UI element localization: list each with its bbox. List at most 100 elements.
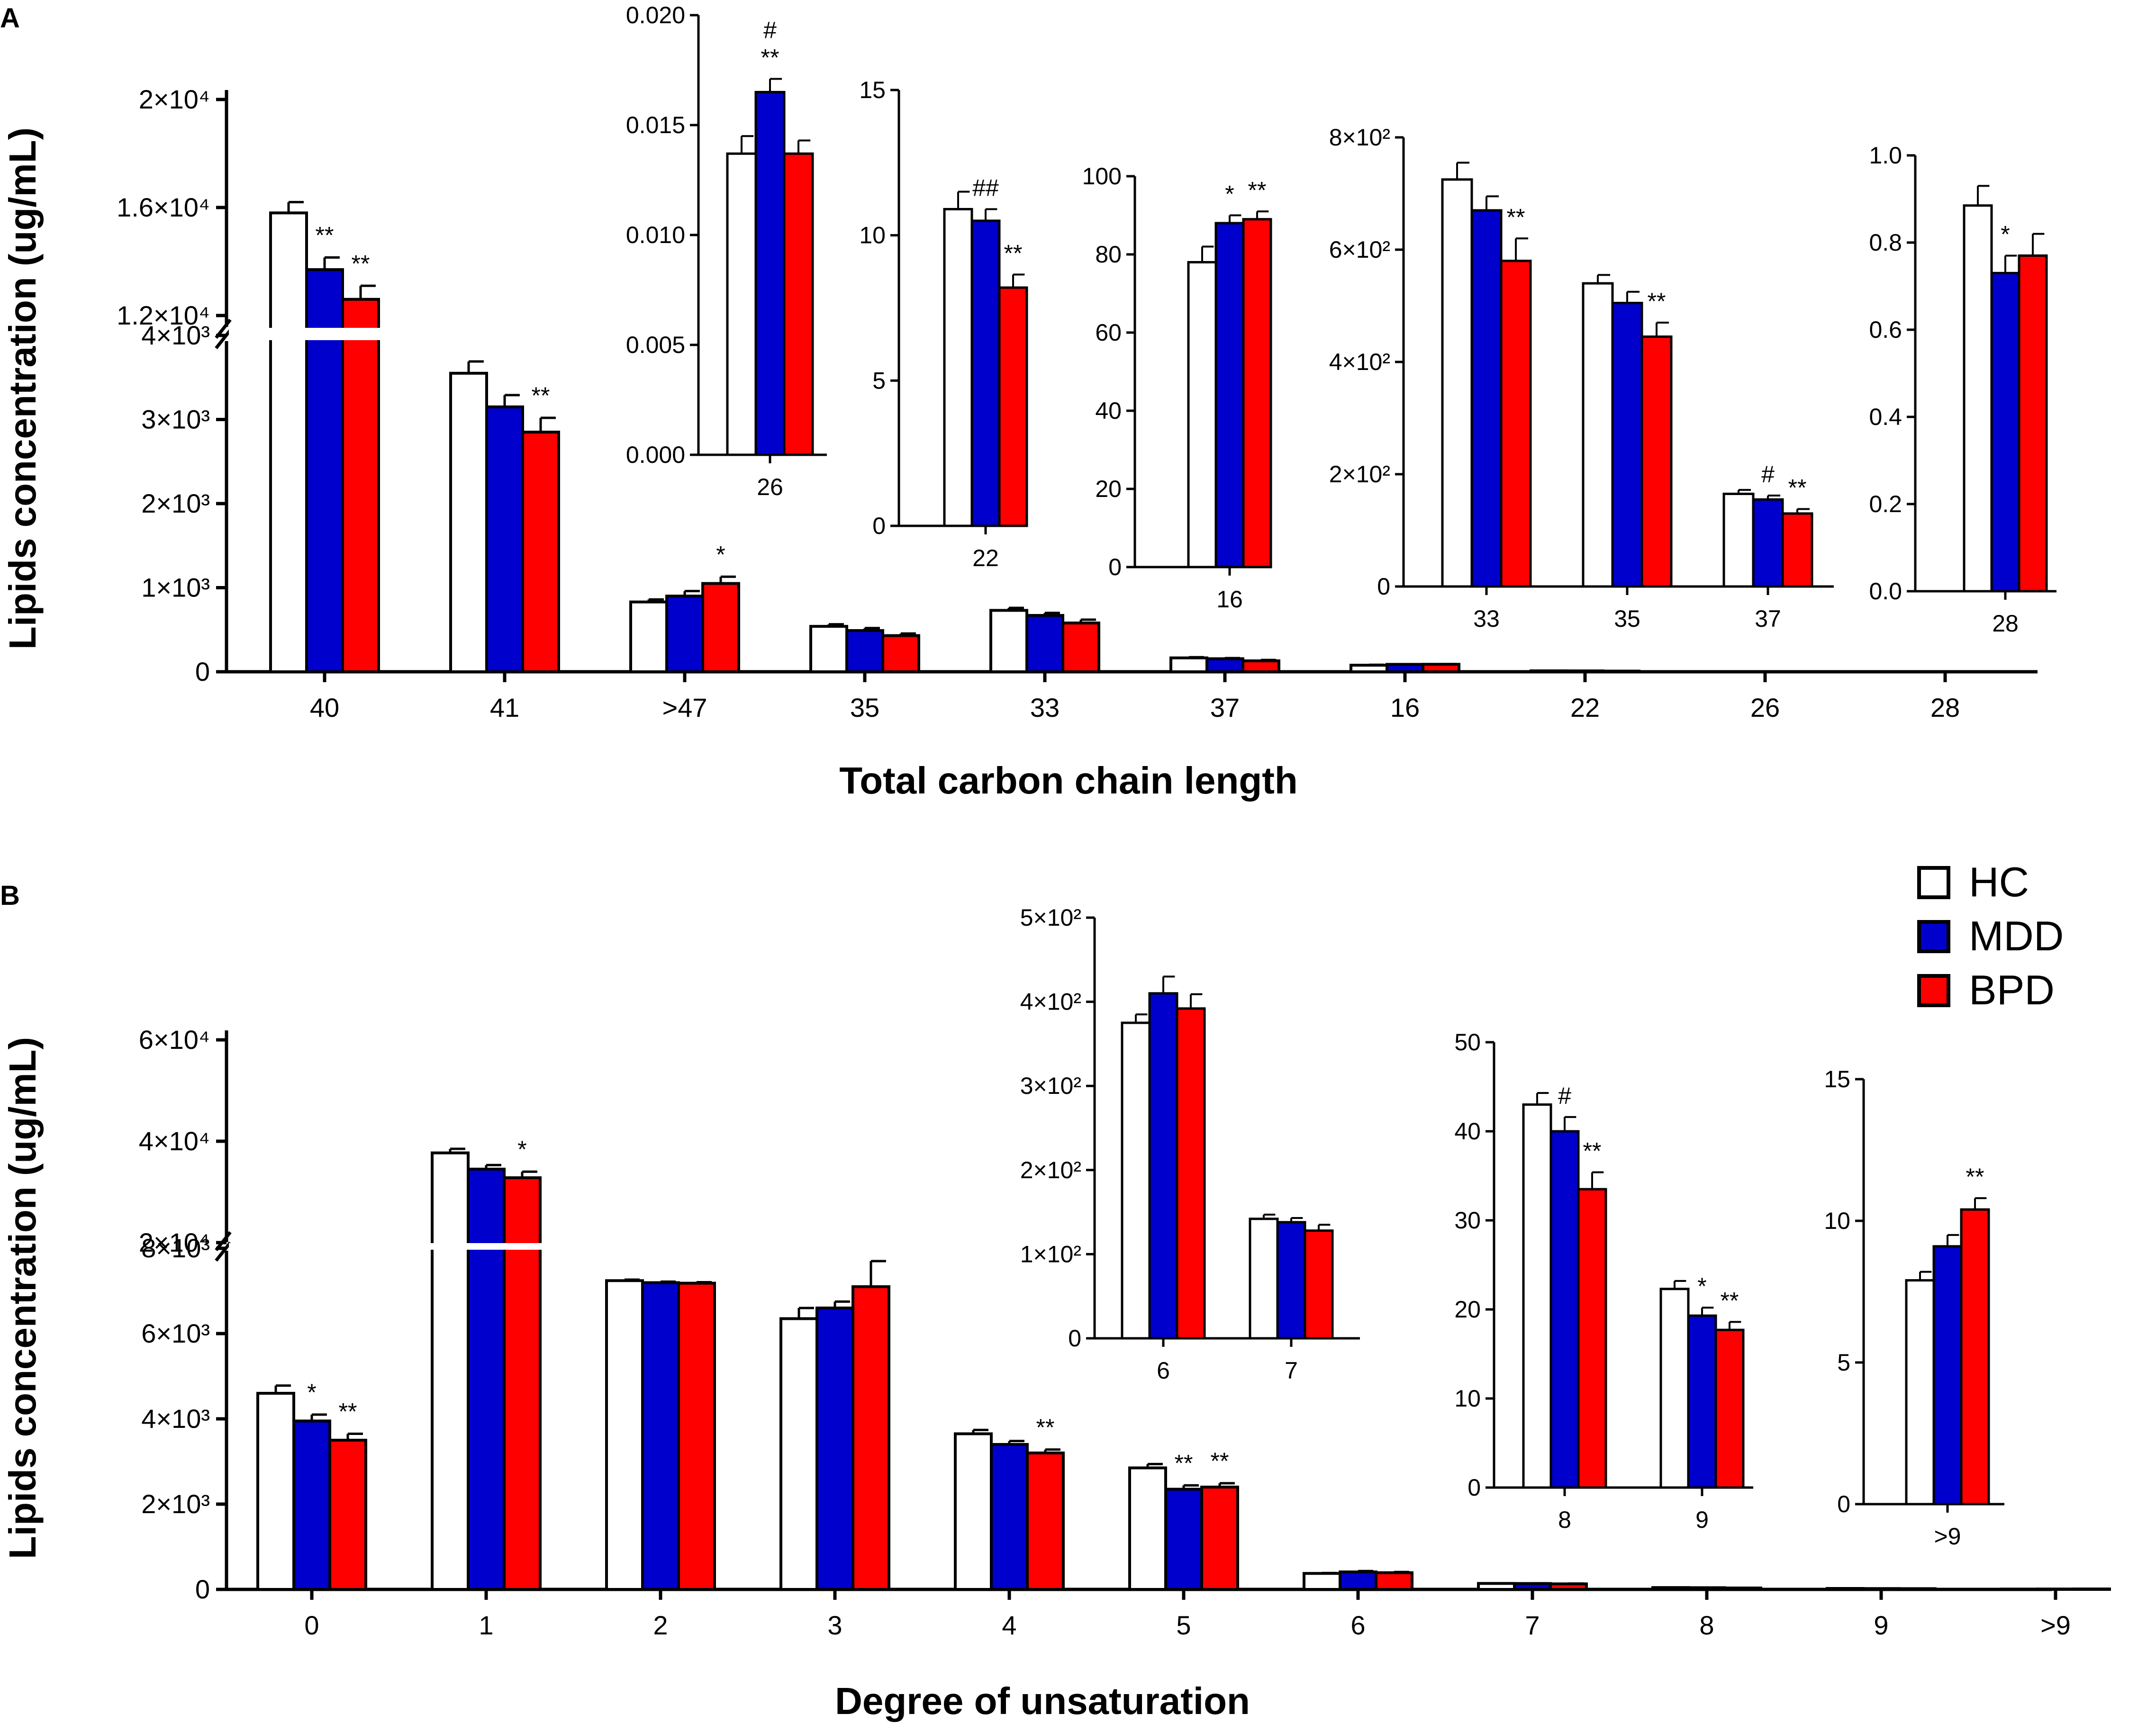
- panel-a-inset-y-tick-label: 0.000: [626, 442, 685, 468]
- panel-a-inset-x-tick-label-28: 28: [1992, 610, 2019, 637]
- panel-b-bar-mdd-9: [1862, 1587, 1901, 1591]
- panel-a-inset-bar-bpd-33: [1500, 260, 1532, 588]
- panel-b-inset-1: 0 1×10² 2×10² 3×10² 4×10² 5×10² 6 7: [1020, 904, 1360, 1384]
- panel-a-inset-bar-bpd-26: [783, 152, 814, 456]
- panel-a-inset-y-tick-label: 60: [1095, 319, 1122, 346]
- panel-a-significance-mdd-40: **: [316, 222, 334, 248]
- panel-a-y-tick-label: 1×10³: [141, 573, 210, 603]
- panel-b-inset-y-tick-label: 5: [1837, 1349, 1850, 1376]
- panel-b-significance-bpd-0: **: [339, 1398, 357, 1425]
- panel-a-y-axis-break-mark: [215, 329, 232, 350]
- legend-label-mdd: MDD: [1969, 912, 2064, 959]
- legend-item-bpd: BPD: [1917, 966, 2055, 1013]
- panel-a-inset-1: 0.000 0.005 0.010 0.015 0.020 26 **#: [626, 2, 827, 500]
- panel-b-x-tick-label-2: 2: [653, 1610, 668, 1640]
- panel-b-x-tick-label-6: 6: [1350, 1610, 1365, 1640]
- panel-b-inset-x-tick-label-6: 6: [1157, 1357, 1170, 1384]
- panel-a-inset-y-tick-label: 80: [1095, 241, 1122, 268]
- legend-swatch-bpd: [1917, 974, 1950, 1007]
- panel-b-bar-mdd-4: [990, 1443, 1029, 1591]
- panel-a-inset-significance-mdd-28: *: [2001, 221, 2010, 248]
- panel-b-inset-bar-bpd-8: [1577, 1188, 1607, 1489]
- legend-swatch-hc: [1917, 866, 1950, 899]
- panel-a-bar-hc-22: [1530, 669, 1568, 673]
- panel-b-inset-y-tick-label: 10: [1454, 1385, 1481, 1412]
- panel-b-inset-x-tick-label-8: 8: [1558, 1506, 1571, 1533]
- panel-b-inset-bar-mdd-7: [1276, 1221, 1306, 1340]
- panel-a-inset-bar-hc-16: [1187, 261, 1217, 568]
- panel-a-y-tick-label: 0: [195, 657, 210, 686]
- panel-a-inset-bar-mdd-33: [1470, 209, 1503, 588]
- panel-b-y-tick-label: 2×10⁴: [139, 1227, 210, 1257]
- panel-a-inset-4: 0 2×10² 4×10² 6×10² 8×10² 33 35 37 ** ** # **: [1329, 124, 1834, 632]
- panel-a-inset-y-tick-label: 0.6: [1869, 316, 1902, 343]
- panel-a-bar-bpd-40: [341, 298, 380, 673]
- panel-b-inset-bar-hc-gt9: [1905, 1279, 1935, 1506]
- panel-b-x-tick-label-3: 3: [827, 1610, 842, 1640]
- panel-a-inset-y-tick-label: 10: [859, 222, 886, 249]
- panel-b-label: B: [0, 880, 20, 911]
- panel-b-inset-significance-mdd-9: *: [1697, 1273, 1706, 1299]
- panel-a-y-tick-label: 3×10³: [141, 405, 210, 434]
- panel-a-bar-bpd-16: [1422, 663, 1460, 674]
- panel-a-axis-break-gap: [229, 328, 385, 340]
- panel-b-inset-bar-mdd-8: [1549, 1130, 1580, 1489]
- legend: HC MDD BPD: [1917, 858, 2064, 1013]
- panel-b-bar-hc-1: [431, 1151, 470, 1591]
- panel-a-inset-y-tick-label: 15: [859, 77, 886, 103]
- panel-a-inset-x-tick-label-33: 33: [1473, 605, 1500, 632]
- panel-a-bar-bpd-22: [1602, 669, 1640, 673]
- panel-a-bar-bpd-35: [881, 634, 920, 674]
- panel-a-inset-bar-mdd-28: [1990, 271, 2020, 593]
- panel-a-bar-bpd-37: [1241, 659, 1280, 674]
- panel-b-x-tick-label-9: 9: [1874, 1610, 1888, 1640]
- panel-a-inset-bar-hc-37: [1722, 492, 1755, 588]
- panel-a-inset-significance-bpd-16: **: [1248, 177, 1267, 203]
- panel-b-y-tick-label: 2×10³: [141, 1489, 210, 1519]
- panel-b-y-axis-break-mark: [215, 1241, 232, 1262]
- panel-a-inset-x-tick-label-22: 22: [972, 545, 999, 571]
- panel-b-inset-bar-hc-7: [1249, 1218, 1279, 1340]
- panel-b-inset-y-tick-label: 15: [1824, 1066, 1850, 1092]
- panel-b-bar-hc-9: [1826, 1587, 1865, 1591]
- panel-a-inset-bar-bpd-35: [1640, 335, 1673, 588]
- panel-a-bar-hc-40: [269, 211, 308, 673]
- panel-b-x-tick-label-gt9: >9: [2040, 1610, 2071, 1640]
- panel-b-inset-bar-hc-6: [1121, 1021, 1151, 1340]
- panel-a-inset-y-tick-label: 2×10²: [1329, 461, 1390, 487]
- panel-a-bar-hc-41: [449, 371, 488, 673]
- panel-a-inset-y-tick-label: 4×10²: [1329, 349, 1390, 375]
- panel-b-bar-bpd-0: [328, 1439, 367, 1591]
- panel-b-bar-mdd-2: [641, 1281, 680, 1591]
- panel-a-inset-y-tick-label: 0.2: [1869, 491, 1902, 517]
- panel-a-x-tick-label-35: 35: [850, 693, 879, 722]
- panel-b-inset-x-tick-label-9: 9: [1695, 1506, 1709, 1533]
- panel-b-inset-y-tick-label: 50: [1454, 1029, 1481, 1055]
- panel-a-inset-significance-bpd-33: **: [1507, 204, 1525, 230]
- panel-b-inset-y-tick-label: 4×10²: [1020, 989, 1081, 1015]
- panel-a-bar-mdd-37: [1205, 657, 1244, 674]
- panel-a-inset-significance-mdd-37: #: [1761, 461, 1775, 487]
- panel-a-inset-bar-mdd-37: [1752, 498, 1784, 588]
- panel-a-inset-significance-mdd-16: *: [1225, 181, 1234, 207]
- panel-b-bar-hc-6: [1303, 1572, 1341, 1591]
- panel-a-significance-bpd-41: **: [532, 382, 550, 409]
- panel-a-inset-x-tick-label-16: 16: [1216, 586, 1243, 613]
- panel-a-inset-y-tick-label: 6×10²: [1329, 236, 1390, 263]
- panel-a-inset-5: 0.0 0.2 0.4 0.6 0.8 1.0 28 *: [1869, 142, 2056, 637]
- panel-b-y-tick-label: 4×10³: [141, 1404, 210, 1434]
- panel-b-significance-mdd-0: *: [307, 1379, 316, 1406]
- panel-a-inset-y-tick-label: 5: [872, 367, 886, 394]
- panel-b-bar-mdd-0: [292, 1419, 331, 1591]
- panel-a-inset-2: 0 5 10 15 22 ## **: [859, 77, 1028, 571]
- panel-a-inset-bar-hc-33: [1441, 178, 1473, 588]
- panel-b-inset-y-tick-label: 0: [1468, 1474, 1481, 1501]
- panel-a-label: A: [0, 3, 20, 34]
- panel-a-insets: 0.0000.0050.0100.0150.02026**#05101522##…: [626, 2, 2056, 637]
- legend-swatch-mdd: [1917, 920, 1950, 953]
- panel-a-y-axis-title: Lipids concentration (ug/mL): [1, 127, 44, 650]
